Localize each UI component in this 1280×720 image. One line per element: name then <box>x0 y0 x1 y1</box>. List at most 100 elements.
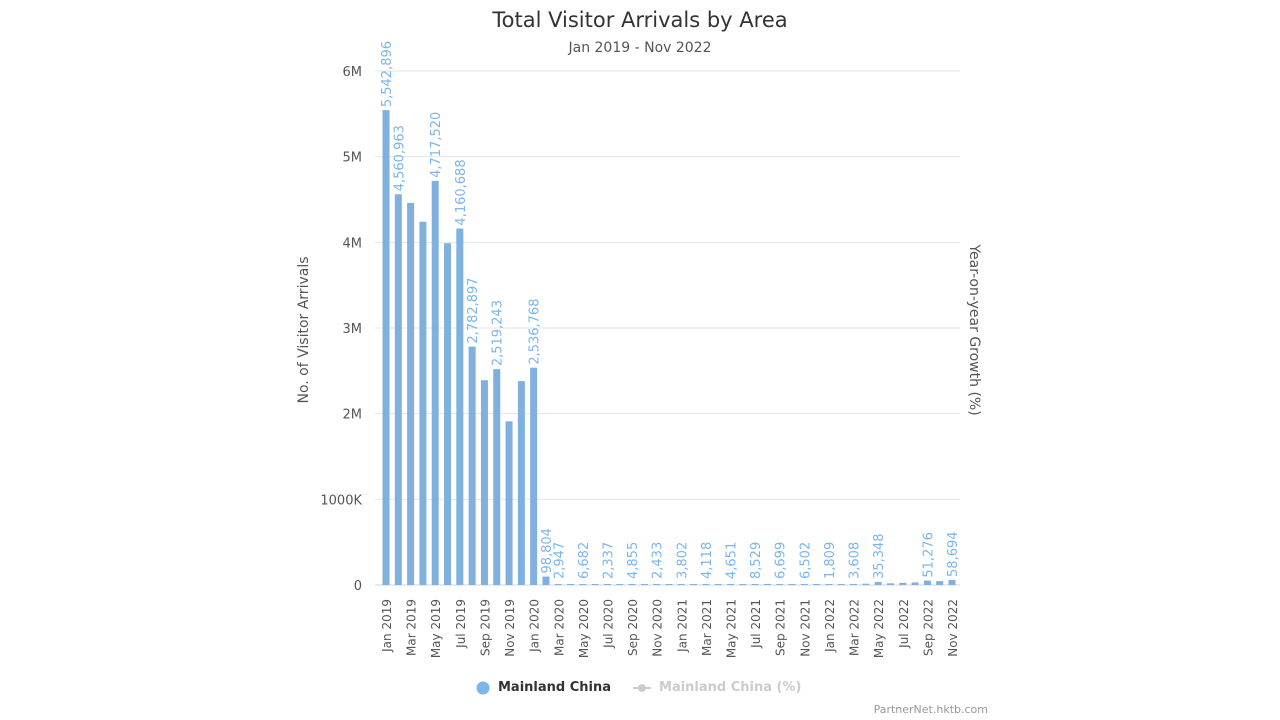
data-label: 35,348 <box>872 533 887 579</box>
data-label: 2,536,768 <box>528 299 543 365</box>
data-label: 3,608 <box>848 542 863 579</box>
bar[interactable] <box>776 584 784 585</box>
bar[interactable] <box>911 582 919 585</box>
x-tick-label: Sep 2022 <box>921 599 935 656</box>
bar[interactable] <box>727 584 735 585</box>
bar[interactable] <box>517 381 525 585</box>
bar[interactable] <box>899 582 907 585</box>
bar[interactable] <box>813 584 821 585</box>
y-tick-label: 4M <box>343 236 363 251</box>
x-tick-label: May 2019 <box>429 599 443 658</box>
x-tick-label: Sep 2019 <box>478 599 492 656</box>
bar[interactable] <box>431 180 439 585</box>
data-label: 2,433 <box>651 542 666 579</box>
data-label: 6,502 <box>798 542 813 579</box>
bar[interactable] <box>567 584 575 585</box>
data-label: 2,337 <box>601 542 616 579</box>
legend-marker-icon <box>476 681 490 694</box>
data-label: 4,160,688 <box>454 159 469 225</box>
bar[interactable] <box>382 110 390 586</box>
bar[interactable] <box>419 221 427 586</box>
bar[interactable] <box>665 584 673 585</box>
bar[interactable] <box>444 243 452 585</box>
bar[interactable] <box>579 584 587 585</box>
x-tick-label: Jul 2022 <box>897 599 911 649</box>
bar[interactable] <box>456 228 464 585</box>
data-label: 4,560,963 <box>392 125 407 191</box>
bar[interactable] <box>763 584 771 585</box>
data-label: 51,276 <box>921 532 936 578</box>
bar[interactable] <box>874 581 882 585</box>
data-label: 2,519,243 <box>491 300 506 366</box>
bar[interactable] <box>640 584 648 585</box>
bar[interactable] <box>739 584 747 585</box>
x-tick-label: Nov 2020 <box>651 599 665 657</box>
bar[interactable] <box>936 581 944 585</box>
chart-title: Total Visitor Arrivals by Area <box>492 8 788 32</box>
bar[interactable] <box>468 346 476 585</box>
x-tick-label: Sep 2020 <box>626 599 640 656</box>
y-axis-title: No. of Visitor Arrivals <box>296 256 312 403</box>
x-tick-label: Nov 2019 <box>503 599 517 657</box>
x-tick-label: May 2022 <box>872 599 886 658</box>
bar[interactable] <box>505 421 513 585</box>
bar[interactable] <box>554 584 562 585</box>
bar[interactable] <box>530 367 538 585</box>
bar[interactable] <box>714 584 722 585</box>
bar[interactable] <box>948 579 956 585</box>
bar[interactable] <box>837 584 845 585</box>
bar[interactable] <box>542 576 550 585</box>
x-tick-label: Jan 2020 <box>528 599 542 653</box>
bar[interactable] <box>751 584 759 585</box>
legend: Mainland China Mainland China (%) <box>476 680 801 695</box>
y-tick-label: 6M <box>343 65 363 80</box>
x-tick-label: Nov 2022 <box>946 599 960 657</box>
x-tick-label: Mar 2020 <box>552 599 566 656</box>
x-tick-label: Sep 2021 <box>774 599 788 656</box>
bar[interactable] <box>862 583 870 585</box>
data-label: 58,694 <box>946 531 961 577</box>
bar[interactable] <box>850 584 858 585</box>
bar[interactable] <box>394 194 402 585</box>
data-label: 6,699 <box>774 542 789 579</box>
legend-item-mainland-china-pct[interactable]: Mainland China (%) <box>633 680 801 695</box>
legend-label: Mainland China (%) <box>659 680 802 695</box>
bar[interactable] <box>616 584 624 585</box>
credits-link[interactable]: PartnerNet.hktb.com <box>873 703 988 716</box>
bar[interactable] <box>603 584 611 585</box>
bar[interactable] <box>628 584 636 585</box>
x-tick-label: Jul 2021 <box>749 599 763 649</box>
x-tick-label: Jan 2022 <box>823 599 837 653</box>
bar[interactable] <box>886 583 894 585</box>
data-label: 4,118 <box>700 542 715 579</box>
bar[interactable] <box>800 584 808 585</box>
data-label: 2,782,897 <box>466 277 481 343</box>
data-label: 6,682 <box>577 542 592 579</box>
x-tick-label: Jan 2019 <box>380 599 394 653</box>
y-tick-label: 3M <box>343 322 363 337</box>
bar[interactable] <box>923 580 931 585</box>
bar[interactable] <box>480 380 488 585</box>
bar[interactable] <box>825 584 833 585</box>
data-label: 98,804 <box>540 528 555 574</box>
bar[interactable] <box>690 584 698 585</box>
data-label: 2,947 <box>552 542 567 579</box>
bar[interactable] <box>591 584 599 585</box>
y-tick-label: 5M <box>343 151 363 166</box>
bar[interactable] <box>702 584 710 585</box>
bar[interactable] <box>788 584 796 585</box>
x-tick-label: Mar 2022 <box>848 599 862 656</box>
bar[interactable] <box>653 584 661 585</box>
data-label: 1,809 <box>823 542 838 579</box>
bar[interactable] <box>677 584 685 585</box>
x-tick-label: Nov 2021 <box>798 599 812 657</box>
bar[interactable] <box>493 369 501 585</box>
bar[interactable] <box>407 202 415 585</box>
y-tick-label: 1000K <box>320 493 362 508</box>
data-label: 3,802 <box>675 542 690 579</box>
x-tick-label: May 2021 <box>725 599 739 658</box>
legend-item-mainland-china[interactable]: Mainland China <box>476 680 611 695</box>
data-label: 8,529 <box>749 542 764 579</box>
x-tick-label: Jul 2019 <box>454 599 468 649</box>
